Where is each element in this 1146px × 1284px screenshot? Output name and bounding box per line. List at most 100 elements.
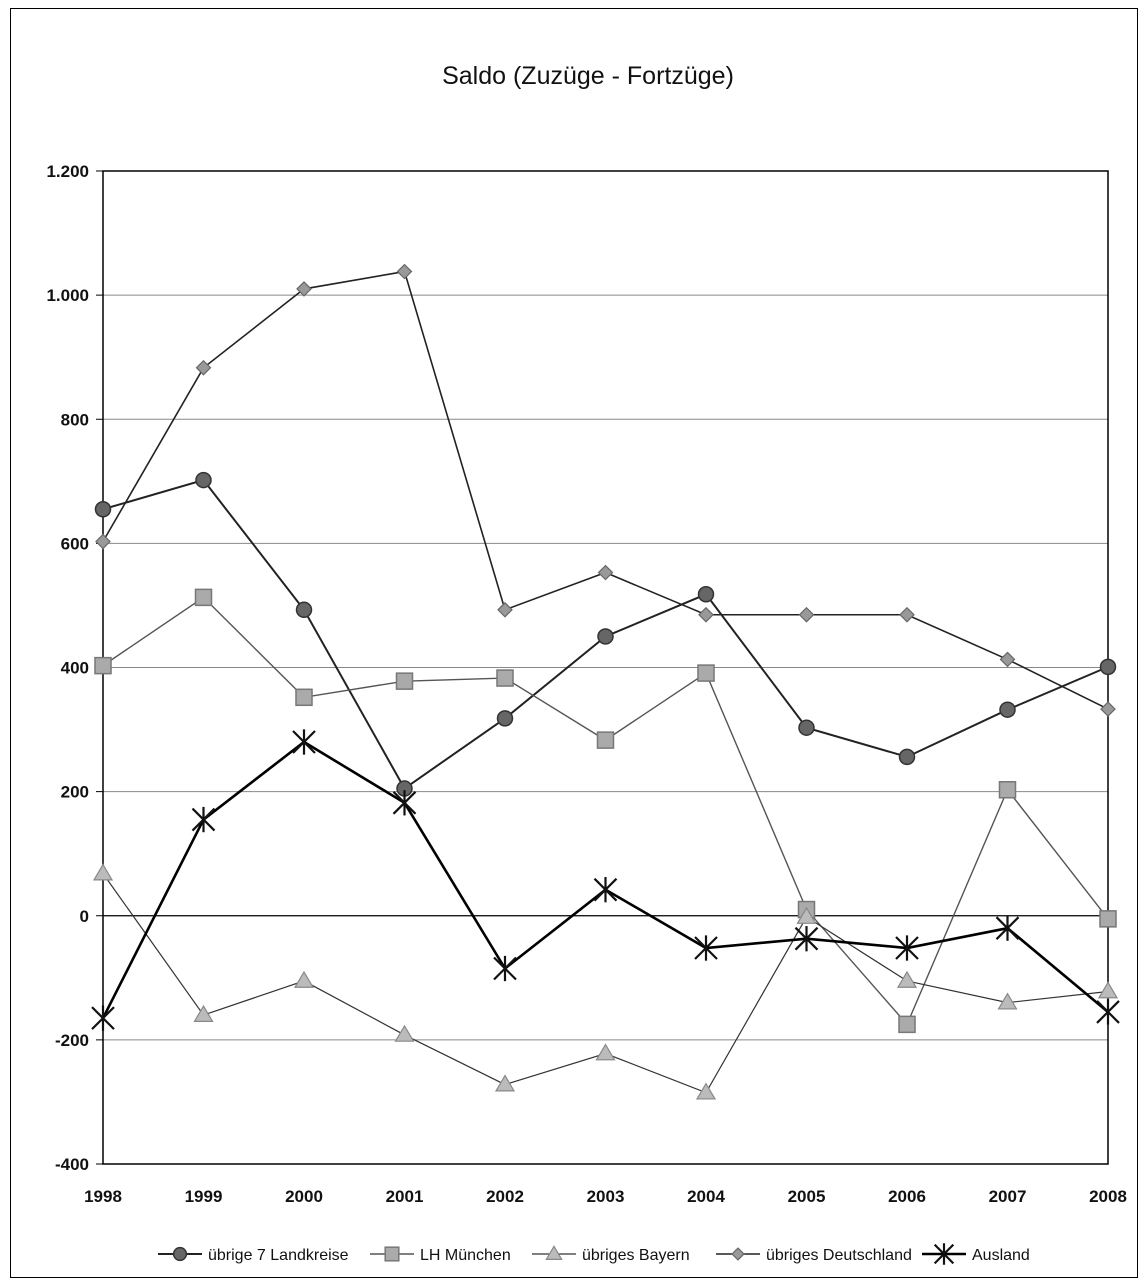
legend-label: übriges Deutschland xyxy=(766,1247,912,1264)
y-tick-label: 1.200 xyxy=(46,162,89,181)
y-axis-tick-labels: -400 -200 0 200 400 600 800 1.000 1.200 xyxy=(46,162,103,1174)
legend-marker xyxy=(545,1245,563,1260)
data-point xyxy=(694,935,718,961)
data-point xyxy=(494,1074,516,1092)
legend-marker xyxy=(731,1247,745,1261)
legend-label: übrige 7 Landkreise xyxy=(208,1247,349,1264)
series-line xyxy=(102,596,1109,1026)
y-tick-label: 1.000 xyxy=(46,286,89,305)
data-point xyxy=(292,729,316,755)
data-point xyxy=(698,606,714,623)
gridlines xyxy=(103,294,1108,1041)
data-point xyxy=(95,533,111,550)
series-übrige-7-landkreise xyxy=(94,471,1117,797)
data-point xyxy=(896,970,918,988)
chart-frame xyxy=(10,8,1138,1278)
data-point xyxy=(596,731,615,749)
data-point xyxy=(798,719,815,736)
data-point xyxy=(295,601,313,619)
data-point xyxy=(394,1024,415,1042)
legend-label: übriges Bayern xyxy=(582,1247,690,1264)
data-point xyxy=(395,672,414,690)
legend-item: übriges Bayern xyxy=(532,1245,690,1264)
data-point xyxy=(1100,701,1116,717)
data-point xyxy=(895,935,919,961)
data-point xyxy=(295,688,313,707)
data-point xyxy=(997,992,1018,1010)
data-point xyxy=(798,606,815,623)
y-tick-label: -200 xyxy=(55,1031,89,1050)
series-ausland xyxy=(91,729,1120,1031)
data-point xyxy=(396,263,413,280)
data-point xyxy=(493,955,517,982)
x-axis-tick-labels: 1998 1999 2000 2001 2002 2003 2004 2005 2006 2007… xyxy=(84,1187,1127,1206)
data-point xyxy=(597,564,614,581)
x-tick-label: 2001 xyxy=(386,1187,424,1206)
y-tick-label: 600 xyxy=(61,534,89,553)
data-point xyxy=(695,1082,717,1100)
data-point xyxy=(497,601,513,618)
x-tick-label: 2005 xyxy=(788,1187,826,1206)
data-point xyxy=(496,710,514,727)
data-point xyxy=(899,606,915,623)
data-point xyxy=(193,1004,214,1022)
data-point xyxy=(195,471,212,489)
legend-marker xyxy=(384,1246,400,1262)
data-point xyxy=(296,281,312,297)
data-point xyxy=(1099,658,1117,676)
data-point xyxy=(898,748,916,766)
x-tick-label: 2006 xyxy=(888,1187,926,1206)
data-point xyxy=(1096,999,1120,1025)
x-tick-label: 2000 xyxy=(285,1187,323,1206)
data-point xyxy=(392,790,417,816)
data-point xyxy=(999,651,1016,668)
legend-item: LH München xyxy=(370,1246,511,1264)
data-point xyxy=(293,970,315,988)
legend-marker xyxy=(172,1246,188,1262)
data-point xyxy=(194,588,213,607)
data-point xyxy=(94,500,112,518)
legend-label: Ausland xyxy=(972,1247,1030,1264)
data-point xyxy=(593,877,618,903)
data-point xyxy=(697,664,715,682)
y-tick-label: -400 xyxy=(55,1155,89,1174)
x-tick-label: 1998 xyxy=(84,1187,122,1206)
data-point xyxy=(794,926,819,952)
chart-title: Saldo (Zuzüge - Fortzüge) xyxy=(442,62,734,90)
series-lh-münchen xyxy=(94,588,1117,1034)
data-point xyxy=(796,906,817,924)
data-point xyxy=(995,915,1020,941)
data-point xyxy=(1099,910,1117,928)
legend-item: übrige 7 Landkreise xyxy=(158,1246,349,1264)
x-tick-label: 2002 xyxy=(486,1187,524,1206)
legend: übrige 7 Landkreise LH München übriges Bay… xyxy=(158,1243,1030,1265)
data-point xyxy=(191,806,216,833)
data-point xyxy=(91,1005,115,1031)
x-tick-label: 2003 xyxy=(587,1187,625,1206)
data-point xyxy=(597,628,614,645)
data-point xyxy=(1097,981,1119,999)
x-tick-label: 2008 xyxy=(1089,1187,1127,1206)
legend-label: LH München xyxy=(420,1247,511,1264)
y-tick-label: 800 xyxy=(61,410,89,429)
data-point xyxy=(94,656,112,675)
y-tick-label: 400 xyxy=(61,659,89,678)
series-übriges-bayern xyxy=(92,863,1119,1100)
data-point xyxy=(195,359,212,376)
y-tick-label: 200 xyxy=(61,783,89,802)
data-point xyxy=(496,669,514,687)
data-point xyxy=(595,1043,616,1061)
x-tick-label: 1999 xyxy=(185,1187,223,1206)
x-tick-label: 2004 xyxy=(687,1187,725,1206)
data-point xyxy=(697,586,715,603)
y-tick-label: 0 xyxy=(80,907,89,926)
series-übriges-deutschland xyxy=(95,263,1116,717)
data-point xyxy=(999,701,1016,718)
data-point xyxy=(92,863,114,881)
legend-item: übriges Deutschland xyxy=(716,1247,912,1264)
series-group xyxy=(91,263,1120,1100)
x-tick-label: 2007 xyxy=(989,1187,1027,1206)
legend-item: Ausland xyxy=(922,1243,1030,1265)
data-point xyxy=(898,1015,916,1034)
